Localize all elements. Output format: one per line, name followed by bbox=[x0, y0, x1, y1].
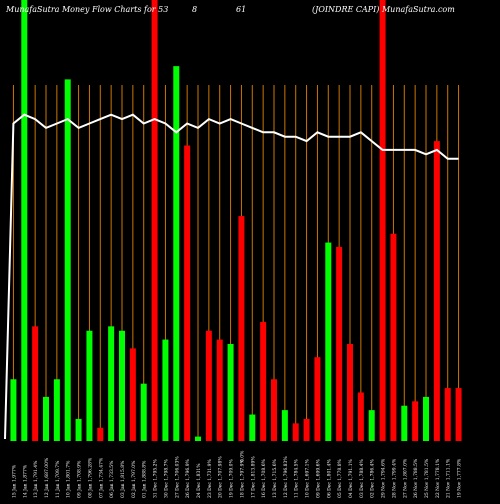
x-tick-label: 13 Dec 1,715.6% bbox=[272, 458, 278, 498]
x-tick-label: 11 Dec 1,784.5% bbox=[294, 458, 300, 498]
bar-up bbox=[10, 379, 17, 441]
x-tick-label: 08 Jan 1,796.28% bbox=[87, 457, 93, 498]
bar-down bbox=[238, 216, 245, 441]
x-tick-label: 04 Dec 1,791.1% bbox=[348, 458, 354, 498]
x-tick-label: 09 Jan 1,708.9% bbox=[77, 460, 83, 498]
x-tick-label: 16 Dec 1,708.6% bbox=[261, 458, 267, 498]
bar-up bbox=[173, 66, 180, 442]
bar-up bbox=[64, 79, 71, 441]
x-tick-label: 19 Dec 1,709.0% bbox=[229, 458, 235, 498]
bar-down bbox=[151, 0, 158, 441]
bar-down bbox=[357, 392, 364, 441]
x-tick-label: 24 Dec 1,831% bbox=[196, 463, 202, 498]
bar-up bbox=[140, 383, 147, 441]
bar-down bbox=[314, 357, 321, 441]
extra-label: 0.0% bbox=[239, 450, 245, 462]
bar-up bbox=[162, 339, 169, 441]
bar-down bbox=[444, 388, 451, 441]
header-mid-a: 8 bbox=[192, 5, 197, 14]
x-tick-label: 15 Jan 1,977% bbox=[11, 464, 17, 498]
x-tick-label: 20 Dec 1,707.98% bbox=[218, 456, 224, 498]
x-tick-label: 01 Jan 1,888.8% bbox=[142, 460, 148, 498]
bar-up bbox=[195, 436, 201, 441]
bar-layer bbox=[10, 0, 462, 442]
bar-up bbox=[75, 418, 82, 441]
bar-down bbox=[129, 348, 136, 441]
x-tick-label: 10 Jan 1,801.7% bbox=[66, 460, 72, 498]
x-tick-label: 13 Jan 1,791.4% bbox=[33, 460, 39, 498]
bar-up bbox=[108, 326, 115, 441]
bar-up bbox=[401, 405, 408, 441]
x-tick-label: 10 Dec 1,697.1% bbox=[305, 458, 311, 498]
bar-up bbox=[43, 396, 49, 441]
bar-down bbox=[336, 246, 343, 441]
header-mid-b: 61 bbox=[236, 5, 246, 14]
x-tick-label: 21 Nov 1,711.1% bbox=[446, 458, 452, 498]
x-tick-label: 14 Jan 1,877% bbox=[22, 464, 28, 498]
x-tick-label: 06 Jan 1,733.5% bbox=[109, 460, 115, 498]
x-tick-label: 23 Dec 1,731.9% bbox=[207, 458, 213, 498]
bar-up bbox=[86, 330, 93, 441]
x-tick-label: 30 Dec 1,798.7% bbox=[163, 458, 169, 498]
header-left: MunafaSutra Money Flow Charts for 53 bbox=[5, 5, 168, 14]
bar-down bbox=[412, 401, 419, 441]
x-tick-label: 26 Dec 1,796.9% bbox=[185, 458, 191, 498]
bar-up bbox=[423, 396, 429, 441]
bar-up bbox=[21, 0, 28, 441]
bar-up bbox=[227, 343, 234, 441]
bar-up bbox=[249, 414, 256, 441]
bar-up bbox=[368, 410, 375, 441]
x-tick-label: 27 Nov 1,807.0% bbox=[402, 458, 408, 498]
bar-up bbox=[53, 379, 60, 441]
label-layer: 15 Jan 1,977% 14 Jan 1,877% 13 Jan 1,791.4… bbox=[11, 450, 462, 498]
x-tick-label: 02 Dec 1,786.4% bbox=[370, 458, 376, 498]
x-tick-label: 02 Jan 1,797.0% bbox=[131, 460, 137, 498]
x-tick-label: 27 Dec 1,706.03% bbox=[174, 456, 180, 498]
x-tick-label: 06 Dec 1,801.4% bbox=[326, 458, 332, 498]
x-tick-label: 12 Jan 1,687.00% bbox=[44, 457, 50, 498]
x-tick-label: 28 Nov 1,799.4% bbox=[391, 458, 397, 498]
header-right: (JOINDRE CAPI) MunafaSutra.com bbox=[312, 5, 455, 14]
x-tick-label: 05 Dec 1,778.8% bbox=[337, 458, 343, 498]
bar-up bbox=[119, 330, 125, 441]
bar-down bbox=[32, 326, 39, 441]
bar-down bbox=[97, 427, 104, 441]
x-tick-label: 12 Dec 1,796.83% bbox=[283, 456, 289, 498]
x-tick-label: 11 Jan 1,709.7% bbox=[55, 460, 61, 498]
x-tick-label: 03 Jan 1,815.8% bbox=[120, 460, 126, 498]
bar-down bbox=[216, 339, 223, 441]
bar-down bbox=[455, 388, 462, 441]
x-tick-label: 07 Jan 1,734.47% bbox=[98, 457, 104, 498]
x-tick-label: 03 Dec 1,788.4% bbox=[359, 458, 365, 498]
x-tick-label: 09 Dec 1,699.6% bbox=[315, 458, 321, 498]
bar-down bbox=[390, 233, 397, 441]
bar-down bbox=[433, 141, 440, 441]
x-tick-label: 17 Dec 1,813.89% bbox=[250, 456, 256, 498]
bar-down bbox=[271, 379, 277, 441]
bar-down bbox=[184, 145, 191, 441]
bar-up bbox=[325, 242, 332, 441]
bar-down bbox=[303, 418, 310, 441]
money-flow-line bbox=[4, 113, 459, 440]
x-tick-label: 19 Nov 1,777.8% bbox=[457, 458, 463, 498]
bar-down bbox=[205, 330, 212, 441]
bar-down bbox=[379, 0, 386, 441]
bar-up bbox=[281, 410, 288, 441]
x-tick-label: 29 Nov 1,794.6% bbox=[381, 458, 387, 498]
x-tick-label: 31 Dec 1,795.2% bbox=[153, 458, 159, 498]
x-tick-label: 22 Nov 1,778.1% bbox=[435, 458, 441, 498]
bar-down bbox=[292, 423, 299, 441]
bar-down bbox=[260, 321, 267, 441]
x-tick-label: 26 Nov 1,788.5% bbox=[413, 458, 419, 498]
x-tick-label: 18 Dec 1,797.9% bbox=[239, 458, 245, 498]
line-layer bbox=[4, 113, 459, 440]
bar-down bbox=[347, 343, 353, 441]
x-tick-label: 25 Nov 1,781.5% bbox=[424, 458, 430, 498]
